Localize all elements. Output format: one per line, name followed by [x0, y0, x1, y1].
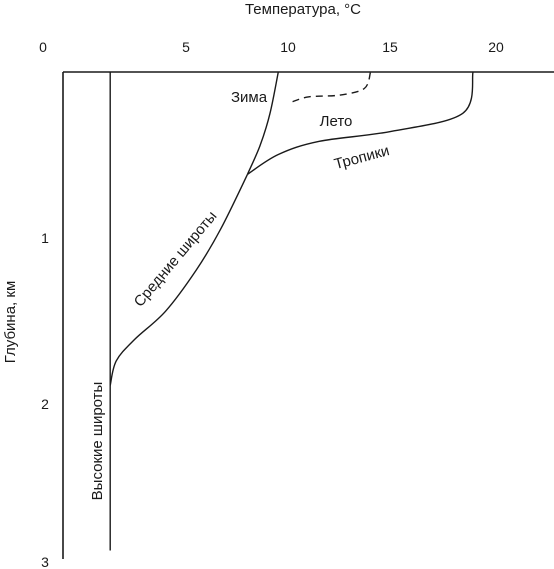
y-tick-label: 1: [41, 230, 49, 246]
x-tick-label: 20: [488, 39, 504, 55]
series-line-mid-latitudes: [109, 173, 249, 386]
series-line-summer: [292, 71, 372, 103]
y-tick-label: 3: [41, 554, 49, 569]
series-label-winter: Зима: [231, 89, 268, 106]
x-axis-title: Температура, °C: [245, 1, 361, 18]
series-label-high-latitudes: Высокие широты: [89, 382, 106, 501]
x-tick-label: 15: [382, 39, 398, 55]
series-line-winter: [246, 71, 279, 175]
x-tick-label: 10: [280, 39, 296, 55]
series-label-summer: Лето: [320, 113, 353, 130]
series-lines: [109, 71, 474, 551]
y-tick-label: 2: [41, 396, 49, 412]
y-axis-title: Глубина, км: [2, 281, 19, 364]
series-label-mid-latitudes: Средние широты: [131, 208, 221, 310]
x-tick-label: 5: [182, 39, 190, 55]
series-line-tropics: [247, 71, 474, 175]
x-tick-label: 0: [39, 39, 47, 55]
series-label-tropics: Тропики: [332, 142, 391, 173]
